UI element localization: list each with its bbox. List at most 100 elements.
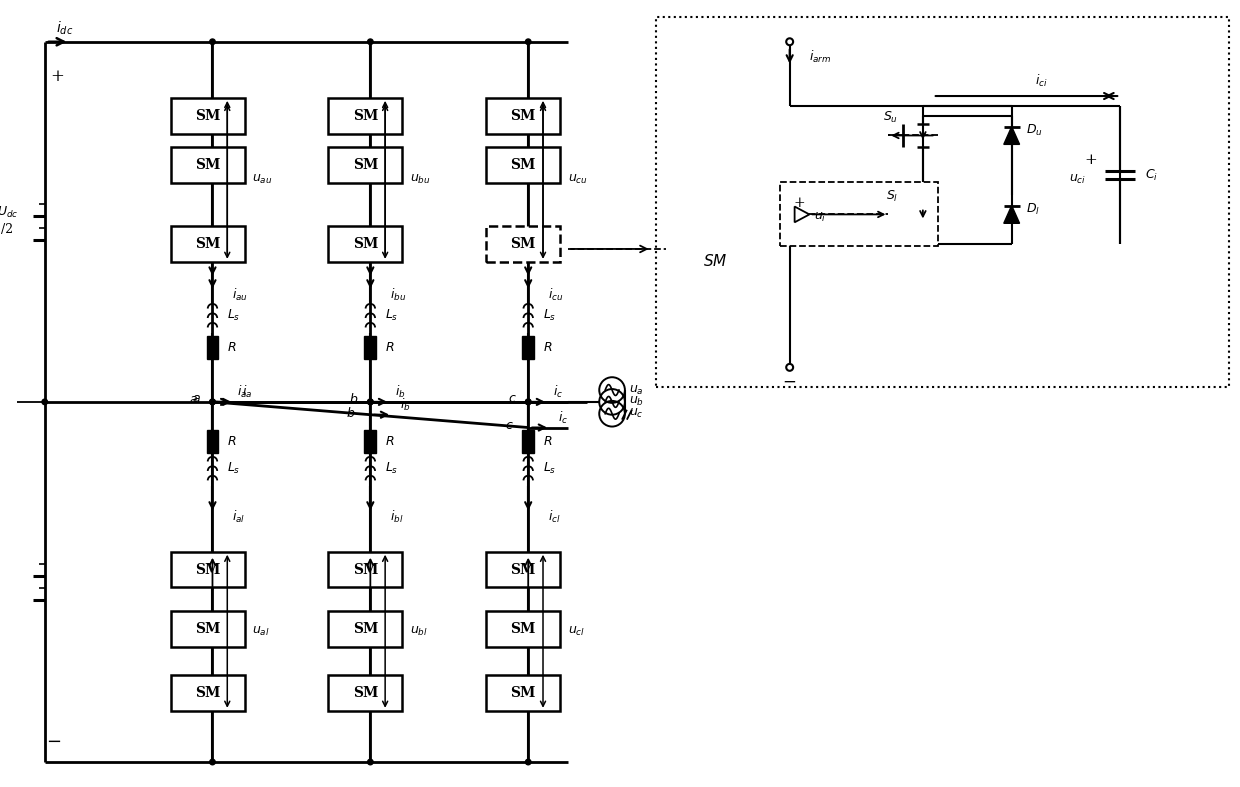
Text: $u_b$: $u_b$ bbox=[629, 395, 645, 408]
Text: $L_s$: $L_s$ bbox=[386, 460, 398, 475]
FancyBboxPatch shape bbox=[329, 611, 403, 647]
Bar bbox=[522, 336, 534, 360]
Text: $i_{cu}$: $i_{cu}$ bbox=[548, 287, 563, 303]
Text: SM: SM bbox=[195, 158, 221, 172]
Text: $u_{ci}$: $u_{ci}$ bbox=[1069, 173, 1086, 187]
Text: $i_{bl}$: $i_{bl}$ bbox=[391, 509, 403, 526]
Text: $u_{cl}$: $u_{cl}$ bbox=[568, 625, 585, 637]
Text: SM: SM bbox=[195, 622, 221, 636]
Text: $i_a$: $i_a$ bbox=[237, 384, 247, 400]
Polygon shape bbox=[1004, 127, 1019, 144]
Text: $L_s$: $L_s$ bbox=[543, 460, 557, 475]
Text: $u_{cu}$: $u_{cu}$ bbox=[568, 173, 588, 187]
Text: /2: /2 bbox=[1, 224, 14, 236]
Text: $L_s$: $L_s$ bbox=[227, 460, 241, 475]
Text: $u_a$: $u_a$ bbox=[630, 383, 644, 397]
Text: −: − bbox=[46, 733, 61, 752]
Text: $i_a$: $i_a$ bbox=[242, 384, 252, 400]
FancyBboxPatch shape bbox=[171, 98, 244, 134]
Text: $R$: $R$ bbox=[227, 341, 237, 354]
Text: SM: SM bbox=[352, 109, 378, 123]
Text: $L_s$: $L_s$ bbox=[543, 308, 557, 323]
FancyBboxPatch shape bbox=[486, 552, 560, 587]
Circle shape bbox=[367, 399, 373, 405]
Text: $R$: $R$ bbox=[386, 341, 394, 354]
Text: $i_c$: $i_c$ bbox=[553, 384, 563, 400]
Circle shape bbox=[210, 39, 216, 45]
Text: $R$: $R$ bbox=[227, 435, 237, 448]
Text: SM: SM bbox=[195, 563, 221, 577]
Text: SM: SM bbox=[352, 563, 378, 577]
Text: $i_{dc}$: $i_{dc}$ bbox=[56, 19, 73, 37]
FancyBboxPatch shape bbox=[329, 147, 403, 183]
Text: $i_{bu}$: $i_{bu}$ bbox=[391, 287, 407, 303]
Text: $S_l$: $S_l$ bbox=[885, 189, 898, 204]
Text: $D_l$: $D_l$ bbox=[1027, 202, 1040, 217]
FancyBboxPatch shape bbox=[486, 98, 560, 134]
Text: $b$: $b$ bbox=[350, 392, 358, 406]
FancyBboxPatch shape bbox=[329, 675, 403, 711]
Circle shape bbox=[367, 39, 373, 45]
Text: $i_{au}$: $i_{au}$ bbox=[232, 287, 248, 303]
Text: SM: SM bbox=[195, 109, 221, 123]
Text: $i_{cl}$: $i_{cl}$ bbox=[548, 509, 560, 526]
FancyBboxPatch shape bbox=[329, 226, 403, 262]
Text: $L_s$: $L_s$ bbox=[227, 308, 241, 323]
Circle shape bbox=[367, 759, 373, 765]
Text: $i_{ci}$: $i_{ci}$ bbox=[1035, 73, 1048, 89]
FancyBboxPatch shape bbox=[656, 17, 1229, 387]
Text: +: + bbox=[51, 68, 64, 85]
Circle shape bbox=[210, 399, 216, 405]
FancyBboxPatch shape bbox=[171, 226, 244, 262]
Text: $c$: $c$ bbox=[507, 393, 516, 405]
Text: $i_{arm}$: $i_{arm}$ bbox=[810, 49, 832, 65]
Text: SM: SM bbox=[352, 622, 378, 636]
Text: +: + bbox=[794, 196, 805, 209]
FancyBboxPatch shape bbox=[486, 611, 560, 647]
Text: SM: SM bbox=[511, 109, 536, 123]
FancyBboxPatch shape bbox=[171, 675, 244, 711]
Text: $i_b$: $i_b$ bbox=[394, 384, 405, 400]
Text: $SM$: $SM$ bbox=[703, 253, 728, 269]
FancyBboxPatch shape bbox=[486, 226, 560, 262]
Text: SM: SM bbox=[195, 686, 221, 700]
Text: $u_{au}$: $u_{au}$ bbox=[252, 173, 273, 187]
FancyBboxPatch shape bbox=[486, 147, 560, 183]
Text: $D_u$: $D_u$ bbox=[1027, 123, 1043, 138]
Polygon shape bbox=[1004, 205, 1019, 224]
Text: $u_c$: $u_c$ bbox=[630, 407, 644, 420]
Circle shape bbox=[526, 399, 531, 405]
Text: $a$: $a$ bbox=[192, 393, 201, 405]
FancyBboxPatch shape bbox=[486, 675, 560, 711]
Text: $R$: $R$ bbox=[543, 341, 553, 354]
Text: SM: SM bbox=[511, 686, 536, 700]
Text: +: + bbox=[1084, 153, 1097, 167]
Circle shape bbox=[526, 399, 531, 405]
Circle shape bbox=[210, 759, 216, 765]
Circle shape bbox=[526, 759, 531, 765]
Text: SM: SM bbox=[511, 622, 536, 636]
Text: $b$: $b$ bbox=[346, 406, 356, 419]
Bar bbox=[207, 336, 218, 360]
Circle shape bbox=[526, 39, 531, 45]
Text: $u_{bu}$: $u_{bu}$ bbox=[409, 173, 430, 187]
Text: $i_{al}$: $i_{al}$ bbox=[232, 509, 246, 526]
Text: $i_b$: $i_b$ bbox=[399, 397, 410, 413]
FancyBboxPatch shape bbox=[780, 182, 937, 246]
Bar bbox=[522, 430, 534, 453]
Text: $i_c$: $i_c$ bbox=[558, 409, 568, 426]
Text: $u_{bl}$: $u_{bl}$ bbox=[409, 625, 428, 637]
Text: $L_s$: $L_s$ bbox=[386, 308, 398, 323]
Bar bbox=[365, 336, 376, 360]
Text: $c$: $c$ bbox=[505, 419, 513, 432]
Text: SM: SM bbox=[352, 158, 378, 172]
Text: $U_{dc}$: $U_{dc}$ bbox=[0, 205, 17, 220]
Circle shape bbox=[42, 399, 47, 405]
Text: $R$: $R$ bbox=[543, 435, 553, 448]
Text: $u_i$: $u_i$ bbox=[815, 211, 827, 224]
Text: SM: SM bbox=[511, 237, 536, 251]
FancyBboxPatch shape bbox=[329, 98, 403, 134]
FancyBboxPatch shape bbox=[329, 552, 403, 587]
Text: SM: SM bbox=[195, 237, 221, 251]
Text: $C_i$: $C_i$ bbox=[1145, 168, 1158, 183]
